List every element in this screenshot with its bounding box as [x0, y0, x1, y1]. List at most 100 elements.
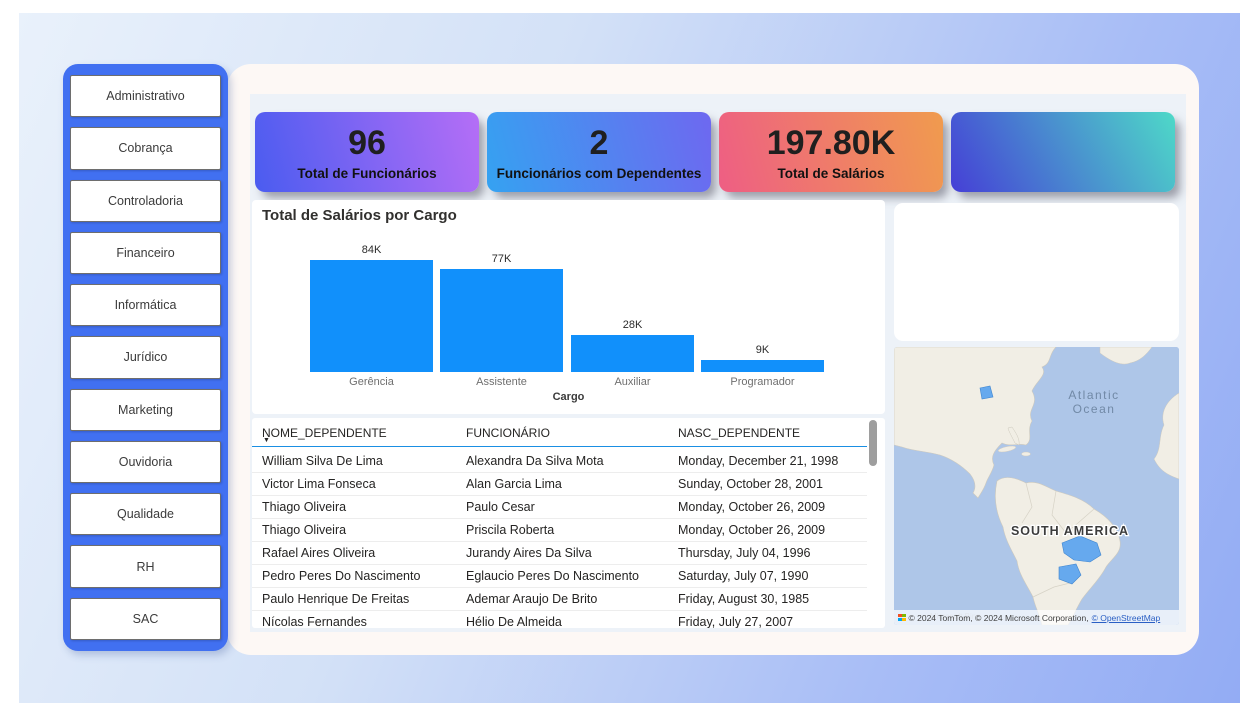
table-cell: Saturday, July 07, 1990: [678, 569, 809, 583]
table-cell: Jurandy Aires Da Silva: [466, 546, 592, 560]
bar-gerência[interactable]: [310, 260, 433, 372]
table-cell: Paulo Henrique De Freitas: [262, 592, 410, 606]
table-cell: Sunday, October 28, 2001: [678, 477, 824, 491]
x-axis-category-label: Programador: [730, 376, 795, 388]
table-cell: Hélio De Almeida: [466, 615, 562, 628]
table-cell: Thursday, July 04, 1996: [678, 546, 811, 560]
table-cell: Monday, December 21, 1998: [678, 454, 839, 468]
table-scrollbar-thumb[interactable]: [869, 420, 877, 466]
openstreetmap-link[interactable]: © OpenStreetMap: [1091, 612, 1161, 623]
table-cell: Alexandra Da Silva Mota: [466, 454, 604, 468]
sidebar: Administrativo Cobrança Controladoria Finan…: [63, 64, 228, 651]
map-attribution-text: © 2024 TomTom, © 2024 Microsoft Corporat…: [908, 612, 1089, 623]
map-attribution: © 2024 TomTom, © 2024 Microsoft Corporat…: [894, 610, 1179, 625]
bar-programador[interactable]: [701, 360, 824, 372]
sort-descending-icon: ▼: [263, 437, 270, 444]
bar-data-label: 9K: [755, 344, 770, 356]
map-highlight-us-state[interactable]: [979, 385, 994, 400]
sidebar-item-marketing[interactable]: Marketing: [70, 388, 221, 431]
sidebar-item-cobranca[interactable]: Cobrança: [70, 127, 221, 170]
map-canvas[interactable]: Atlantic Ocean SOUTH AMERICA Microsoft B…: [894, 347, 1179, 625]
map-ocean-label-line2: Ocean: [1073, 402, 1116, 416]
sidebar-item-rh[interactable]: RH: [70, 545, 221, 588]
dependents-table-card: NOME_DEPENDENTE ▼ FUNCIONÁRIO NASC_DEPENDEN…: [252, 418, 885, 628]
map-south-america: [995, 477, 1121, 625]
table-cell: Friday, July 27, 2007: [678, 615, 794, 628]
sidebar-item-qualidade[interactable]: Qualidade: [70, 493, 221, 536]
sidebar-item-ouvidoria[interactable]: Ouvidoria: [70, 440, 221, 484]
table-row[interactable]: Pedro Peres Do Nascimento Eglaucio Peres …: [252, 565, 867, 588]
kpi-label: Funcionários com Dependentes: [496, 165, 702, 181]
table-row[interactable]: Thiago Oliveira Paulo Cesar Monday, Octobe…: [252, 496, 867, 519]
kpi-value: 2: [589, 124, 609, 163]
table-header-row: NOME_DEPENDENTE ▼ FUNCIONÁRIO NASC_DEPENDEN…: [252, 418, 867, 447]
map-visual[interactable]: Atlantic Ocean SOUTH AMERICA Microsoft B…: [894, 347, 1179, 625]
bar-data-label: 84K: [361, 244, 382, 256]
empty-visual-card: [894, 203, 1179, 341]
sidebar-item-sac[interactable]: SAC: [70, 597, 221, 640]
table-row[interactable]: Nícolas Fernandes Hélio De Almeida Friday,…: [252, 611, 867, 628]
sidebar-item-controladoria[interactable]: Controladoria: [70, 179, 221, 222]
table-cell: Rafael Aires Oliveira: [262, 546, 376, 560]
table-cell: Ademar Araujo De Brito: [466, 592, 598, 606]
table-row[interactable]: Paulo Henrique De Freitas Ademar Araujo D…: [252, 588, 867, 611]
kpi-label: Total de Funcionários: [297, 165, 437, 181]
map-cuba: [997, 445, 1017, 453]
kpi-label: Total de Salários: [777, 165, 885, 181]
column-header-nasc_dependente[interactable]: NASC_DEPENDENTE: [678, 426, 801, 440]
kpi-value: 96: [348, 124, 386, 163]
sidebar-item-administrativo[interactable]: Administrativo: [70, 75, 221, 118]
table-cell: Monday, October 26, 2009: [678, 500, 826, 514]
map-borders: [1021, 482, 1095, 598]
sidebar-item-financeiro[interactable]: Financeiro: [70, 231, 221, 275]
column-header-funcionário[interactable]: FUNCIONÁRIO: [466, 426, 550, 440]
table-cell: Paulo Cesar: [466, 500, 535, 514]
map-greenland: [1099, 347, 1153, 365]
bar-chart-plot: 84K Gerência 77K Assistente 28K Auxiliar 9K Pro…: [252, 200, 885, 414]
kpi-card-total-salarios: 197.80K Total de Salários: [719, 112, 943, 192]
x-axis-category-label: Auxiliar: [614, 376, 651, 388]
table-cell: Thiago Oliveira: [262, 523, 347, 537]
table-row[interactable]: Thiago Oliveira Priscila Roberta Monday, O…: [252, 519, 867, 542]
table-cell: Eglaucio Peres Do Nascimento: [466, 569, 639, 583]
sidebar-item-juridico[interactable]: Jurídico: [70, 336, 221, 379]
sidebar-item-informatica[interactable]: Informática: [70, 284, 221, 327]
map-highlight-se-brazil[interactable]: [1061, 535, 1102, 563]
x-axis-category-label: Assistente: [476, 376, 527, 388]
table-cell: Pedro Peres Do Nascimento: [262, 569, 421, 583]
chart-title: Total de Salários por Cargo: [262, 207, 457, 224]
map-ocean-label-line1: Atlantic: [1068, 388, 1119, 402]
map-florida: [1007, 426, 1020, 446]
table-row[interactable]: William Silva De Lima Alexandra Da Silva …: [252, 450, 867, 473]
bar-chart-card: Total de Salários por Cargo 84K Gerência 7…: [252, 200, 885, 414]
table-cell: Monday, October 26, 2009: [678, 523, 826, 537]
map-hispaniola: [1021, 451, 1031, 457]
map-continent-label: SOUTH AMERICA: [1011, 524, 1129, 538]
kpi-card-row: 96 Total de Funcionários 2 Funcionários …: [255, 112, 1175, 192]
bar-auxiliar[interactable]: [571, 335, 694, 372]
table-cell: Alan Garcia Lima: [466, 477, 562, 491]
kpi-value: 197.80K: [766, 124, 896, 163]
x-axis-category-label: Gerência: [349, 376, 394, 388]
table-row[interactable]: Victor Lima Fonseca Alan Garcia Lima Sunda…: [252, 473, 867, 496]
kpi-card-total-funcionarios: 96 Total de Funcionários: [255, 112, 479, 192]
table-cell: Nícolas Fernandes: [262, 615, 367, 628]
table-cell: Friday, August 30, 1985: [678, 592, 810, 606]
column-header-nome_dependente[interactable]: NOME_DEPENDENTE ▼: [262, 426, 387, 444]
kpi-card-funcionarios-com-dependentes: 2 Funcionários com Dependentes: [487, 112, 711, 192]
table-row[interactable]: Rafael Aires Oliveira Jurandy Aires Da Si…: [252, 542, 867, 565]
map-north-america: [894, 347, 1057, 499]
table-cell: Priscila Roberta: [466, 523, 555, 537]
map-highlight-south-brazil[interactable]: [1058, 563, 1082, 585]
microsoft-logo-icon: [898, 613, 906, 622]
bar-data-label: 28K: [622, 319, 643, 331]
table-body: William Silva De Lima Alexandra Da Silva …: [252, 450, 867, 628]
bar-assistente[interactable]: [440, 269, 563, 372]
table-cell: William Silva De Lima: [262, 454, 383, 468]
x-axis-title: Cargo: [552, 391, 585, 403]
map-africa-edge: [1153, 392, 1179, 480]
bar-data-label: 77K: [491, 253, 512, 265]
table-cell: Thiago Oliveira: [262, 500, 347, 514]
kpi-card-empty: [951, 112, 1175, 192]
